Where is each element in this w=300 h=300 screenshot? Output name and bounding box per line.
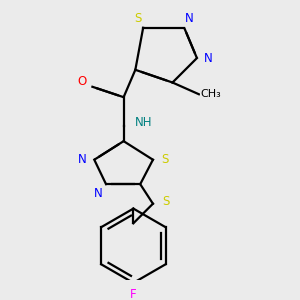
Text: O: O — [77, 75, 86, 88]
Text: F: F — [130, 288, 137, 300]
Text: N: N — [94, 188, 103, 200]
Text: S: S — [162, 195, 169, 208]
Text: NH: NH — [135, 116, 153, 129]
Text: N: N — [185, 11, 194, 25]
Text: S: S — [135, 11, 142, 25]
Text: N: N — [204, 52, 213, 64]
Text: S: S — [161, 153, 168, 166]
Text: CH₃: CH₃ — [200, 89, 221, 99]
Text: N: N — [78, 153, 87, 166]
